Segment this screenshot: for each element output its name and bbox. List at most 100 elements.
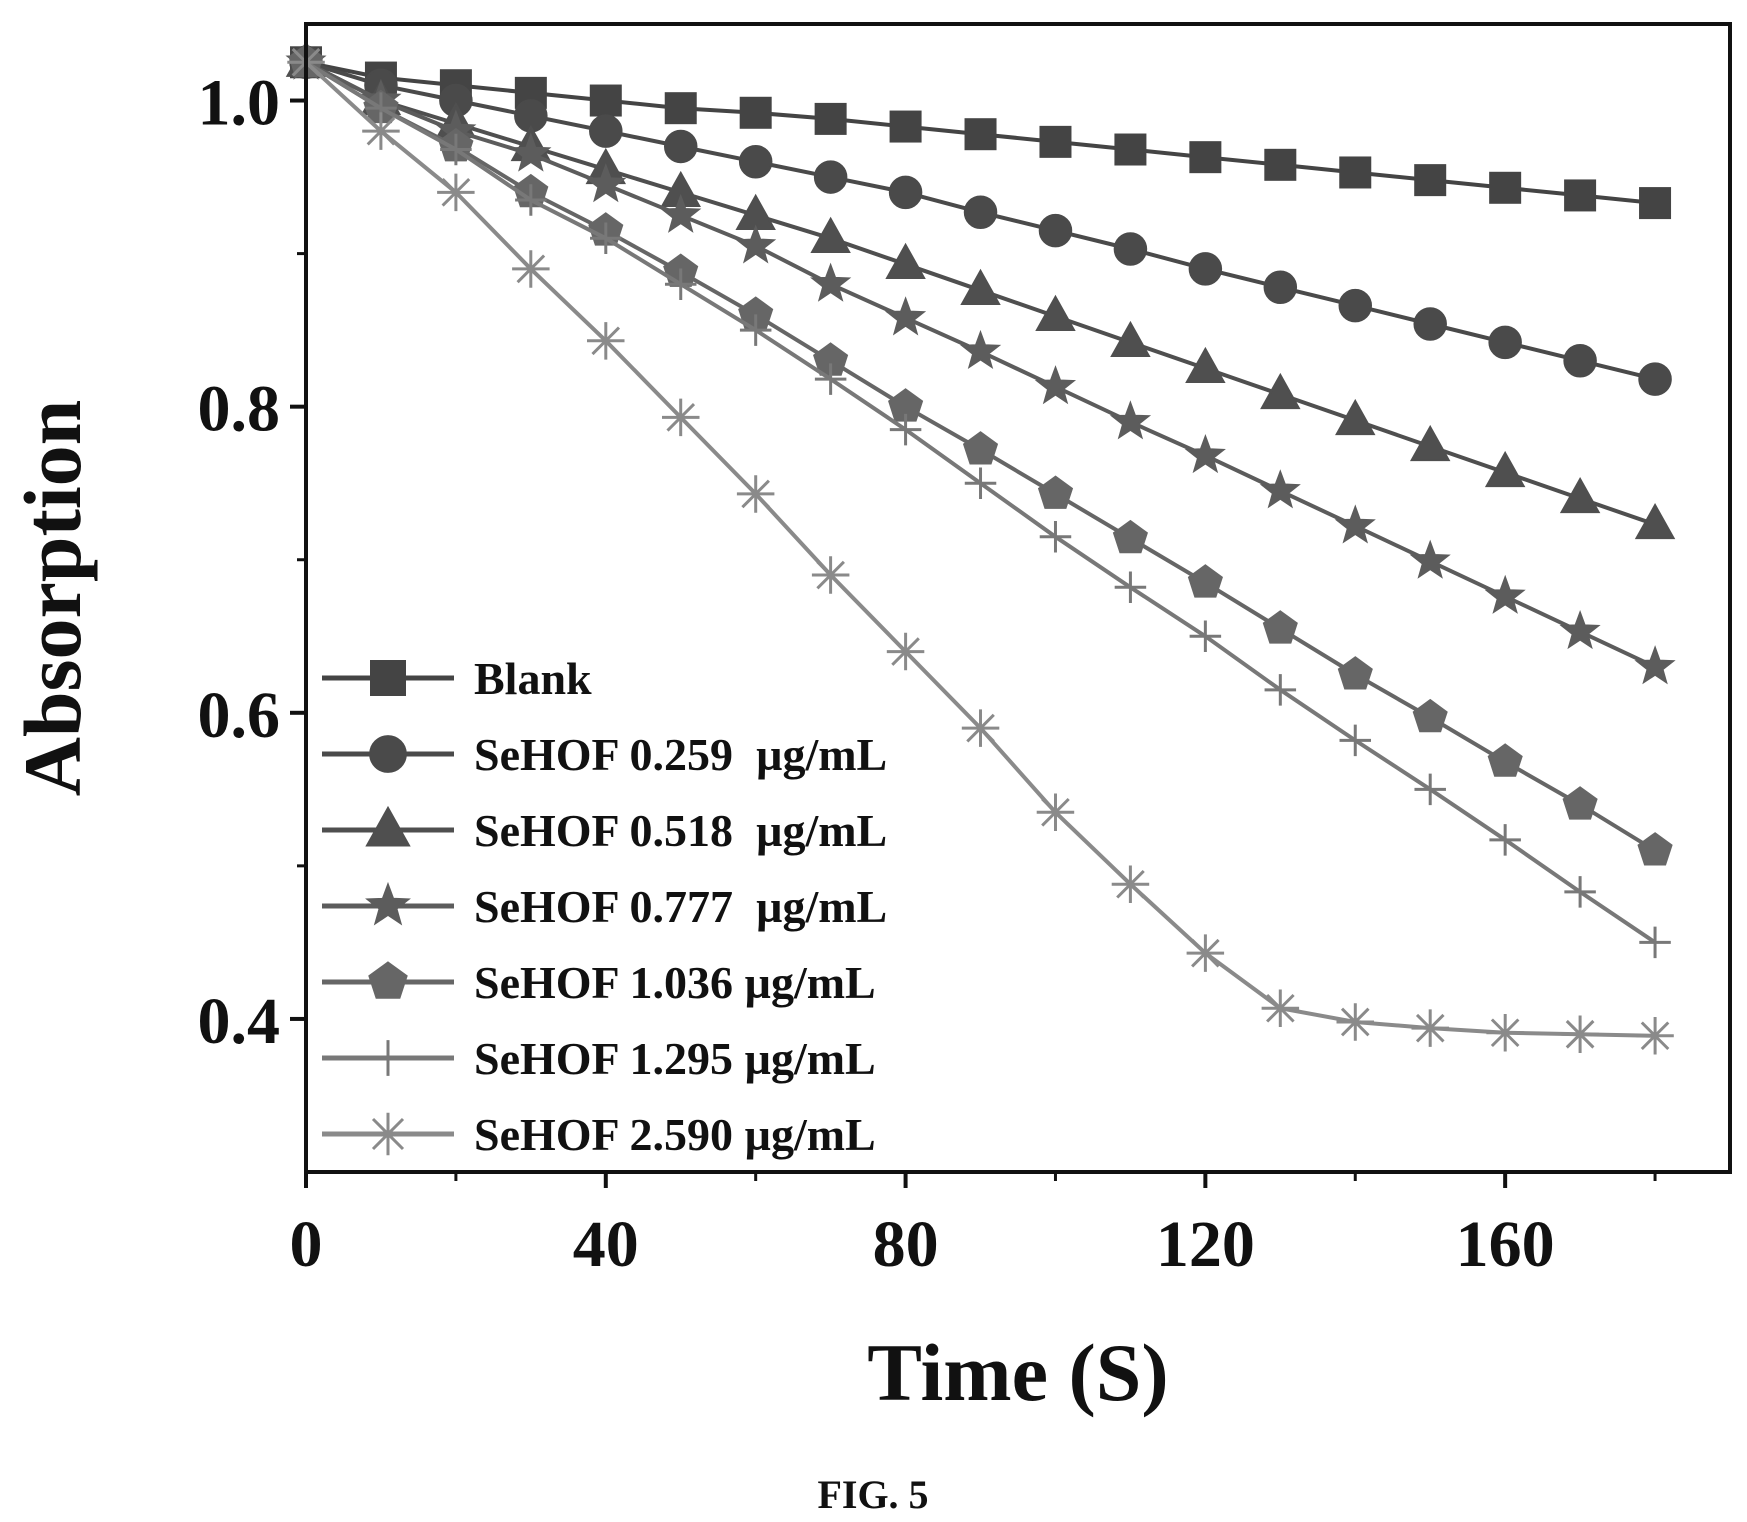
series-6-point: [590, 222, 622, 255]
series-1-point: [589, 84, 622, 117]
series-2-point: [1038, 213, 1073, 248]
series-7-point: [1636, 1017, 1674, 1055]
series-3-point: [810, 216, 851, 253]
x-axis-title: Time (S): [867, 1327, 1168, 1418]
series-7-point: [1036, 793, 1075, 831]
series-4-point: [1259, 469, 1301, 509]
series-1-point: [1489, 171, 1522, 204]
series-1-point: [889, 110, 922, 143]
series-7-point: [1486, 1014, 1524, 1052]
series-4-point: [1109, 400, 1152, 440]
series-4-point: [884, 296, 927, 336]
series-6-point: [1489, 824, 1521, 856]
legend: Blank SeHOF 0.259 µg/mL SeHOF 0.518 µg/mL S…: [322, 653, 887, 1160]
series-4-point: [1184, 434, 1226, 474]
series-2: [289, 45, 1672, 396]
series-3-point: [1260, 372, 1301, 410]
legend-item: SeHOF 0.518 µg/mL: [322, 805, 887, 856]
series-5-point: [1037, 475, 1074, 509]
series-2-point: [813, 160, 848, 194]
legend-item: SeHOF 0.777 µg/mL: [322, 881, 887, 932]
series-6-point: [1639, 926, 1671, 959]
series-2-point: [738, 145, 773, 179]
series-2-point: [1188, 252, 1223, 286]
series-6-point: [814, 363, 847, 395]
series-3-point: [885, 242, 926, 279]
series-6: [290, 46, 1671, 959]
series-5-point: [1112, 519, 1148, 554]
legend-marker: [366, 1112, 410, 1156]
series-4-point: [585, 163, 627, 203]
series-6-point: [1564, 876, 1596, 908]
series-1-point: [1189, 141, 1222, 174]
series-4-point: [510, 132, 552, 172]
series-7-point: [1186, 934, 1225, 972]
series-7-point: [1336, 1003, 1374, 1041]
legend-marker: [365, 805, 411, 847]
series-7-point: [736, 475, 775, 513]
series-4-point: [735, 224, 777, 264]
series-4-point: [1634, 645, 1676, 685]
series-1-point: [1264, 148, 1297, 181]
series-1-point: [1039, 125, 1072, 158]
series-4-point: [660, 193, 702, 233]
series-6-point: [664, 268, 697, 300]
legend-marker: [370, 660, 406, 696]
series-4-point: [1409, 539, 1451, 579]
series-1-point: [664, 92, 697, 125]
series-6-point: [1264, 674, 1297, 706]
series-5-point: [1262, 610, 1298, 644]
y-tick-label: 0.6: [198, 679, 281, 752]
series-6-point: [889, 413, 922, 446]
series-3-point: [1484, 450, 1526, 488]
series-4-point: [1484, 574, 1526, 614]
series-7-point: [886, 632, 925, 671]
series-6-point: [739, 314, 772, 346]
series-6-point: [964, 467, 997, 499]
series-7-point: [1261, 989, 1300, 1027]
series-4-point: [810, 262, 852, 302]
series-1-point: [1639, 187, 1672, 220]
series-6-point: [1339, 724, 1372, 757]
series-4-point: [1334, 504, 1376, 544]
legend-item: SeHOF 1.036 µg/mL: [322, 957, 876, 1008]
series-1-point: [814, 102, 847, 135]
series-7-point: [512, 250, 550, 288]
series-5-point: [1337, 656, 1373, 690]
legend-label: SeHOF 1.295 µg/mL: [474, 1033, 876, 1084]
series-3-point: [1559, 476, 1601, 514]
legend-marker: [365, 881, 411, 926]
series-7-point: [1561, 1015, 1599, 1053]
x-tick-label: 120: [1156, 1208, 1255, 1281]
series-layer: [285, 40, 1676, 1055]
series-3-point: [1035, 294, 1076, 332]
series-2-point: [1338, 288, 1373, 323]
series-3-point: [1634, 502, 1676, 540]
legend-label: SeHOF 2.590 µg/mL: [474, 1109, 876, 1160]
y-tick-label: 1.0: [198, 67, 281, 140]
plot-frame: [304, 22, 1732, 1174]
series-3-point: [1409, 424, 1451, 462]
series-5-point: [962, 431, 999, 465]
series-6-point: [1039, 521, 1072, 553]
series-1-point: [1414, 164, 1447, 197]
series-5-point: [1562, 786, 1598, 820]
ticks-layer: 0 40 80 120 160 0.4 0.6 0.8 1.0: [198, 67, 1657, 1281]
legend-label: SeHOF 1.036 µg/mL: [474, 957, 876, 1008]
series-2-point: [1638, 362, 1672, 396]
series-1-point: [964, 118, 997, 151]
series-2-point: [1413, 307, 1447, 341]
legend-label: SeHOF 0.518 µg/mL: [474, 805, 887, 856]
legend-marker: [368, 961, 408, 999]
y-axis-title: Absorption: [7, 400, 98, 796]
series-7-point: [811, 556, 850, 594]
series-3-point: [1185, 346, 1226, 384]
series-7-point: [587, 322, 625, 360]
x-tick-label: 80: [873, 1208, 939, 1281]
series-5-point: [1637, 832, 1673, 866]
figure-caption: FIG. 5: [817, 1472, 928, 1517]
legend-item: SeHOF 1.295 µg/mL: [322, 1033, 876, 1084]
legend-label: SeHOF 0.259 µg/mL: [474, 729, 887, 780]
series-6-point: [1414, 773, 1446, 806]
